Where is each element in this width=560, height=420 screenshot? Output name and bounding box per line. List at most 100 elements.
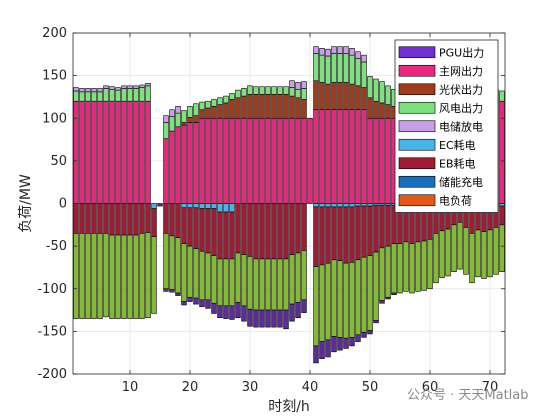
legend-label: PGU出力 [439, 45, 484, 59]
bar-segment [229, 203, 235, 213]
bar-segment [193, 122, 199, 204]
bar-segment [361, 61, 367, 88]
bar-segment [223, 258, 229, 307]
bar-segment [349, 109, 355, 204]
bar-segment [391, 292, 397, 296]
bar-segment [403, 241, 409, 292]
axes: 10 20 30 40 50 60 70 -200 -150 -100 -50 0 50 100 150 20… [37, 26, 506, 395]
bar-segment [205, 203, 211, 209]
bar-segment [499, 100, 505, 204]
bar-segment [319, 206, 325, 266]
bar-segment [349, 262, 355, 338]
bar-segment [343, 337, 349, 349]
bar-segment [157, 203, 163, 207]
bar-segment [361, 205, 367, 258]
bar-segment [235, 203, 241, 254]
bar-segment [337, 337, 343, 351]
bar-segment [91, 233, 97, 319]
bar-segment [319, 203, 325, 208]
x-tick-label: 70 [482, 380, 499, 395]
bar-segment [223, 211, 229, 260]
x-axis-label: 时刻/h [268, 399, 310, 415]
bar-segment [343, 262, 349, 339]
x-tick-label: 20 [182, 380, 199, 395]
bar-segment [367, 117, 373, 204]
bar-segment [385, 104, 391, 119]
bar-segment [337, 53, 343, 83]
bar-segment [139, 203, 145, 234]
bar-segment [271, 86, 277, 95]
legend-swatch [398, 64, 436, 77]
bar-segment [139, 87, 145, 102]
bar-segment [163, 203, 169, 234]
bar-segment [169, 203, 175, 237]
bar-segment [319, 48, 325, 56]
bar-segment [223, 305, 229, 319]
bar-segment [325, 339, 331, 358]
bar-segment [325, 203, 331, 208]
bar-segment [379, 247, 385, 301]
legend-label: 储能充电 [439, 175, 483, 189]
bar-segment [91, 91, 97, 102]
bar-segment [199, 250, 205, 301]
bar-segment [289, 303, 295, 322]
bar-segment [331, 336, 337, 353]
bar-segment [313, 53, 319, 82]
bar-segment [271, 94, 277, 119]
bar-segment [97, 100, 103, 204]
bar-segment [121, 234, 127, 319]
bar-segment [211, 117, 217, 204]
bar-segment [175, 292, 181, 296]
bar-segment [205, 100, 211, 109]
bar-segment [241, 95, 247, 119]
bar-segment [121, 85, 127, 89]
bar-segment [139, 84, 145, 88]
bar-segment [259, 203, 265, 260]
bar-segment [193, 103, 199, 116]
bar-segment [211, 302, 217, 314]
y-tick-label: 150 [42, 69, 67, 84]
x-tick-label: 40 [302, 380, 319, 395]
bar-segment [457, 221, 463, 270]
bar-segment [361, 331, 367, 338]
bar-segment [277, 117, 283, 204]
bar-segment [103, 100, 109, 204]
bar-segment [211, 208, 217, 256]
bar-segment [499, 205, 505, 226]
bar-segment [259, 309, 265, 328]
bar-segment [115, 203, 121, 236]
bar-segment [325, 55, 331, 85]
bar-segment [367, 97, 373, 119]
bar-segment [229, 93, 235, 100]
bar-segment [283, 94, 289, 119]
bar-segment [139, 100, 145, 204]
bar-segment [289, 95, 295, 119]
bar-segment [163, 233, 169, 290]
bar-segment [289, 87, 295, 97]
bar-segment [127, 234, 133, 319]
bar-segment [325, 109, 331, 204]
bar-segment [85, 91, 91, 102]
legend-label: EC耗电 [439, 139, 476, 152]
bar-segment [355, 58, 361, 87]
x-tick-label: 10 [122, 380, 139, 395]
bar-segment [187, 117, 193, 123]
bar-segment [85, 100, 91, 204]
bar-segment [235, 117, 241, 204]
bar-segment [121, 88, 127, 102]
bar-segment [181, 243, 187, 302]
bar-segment [229, 211, 235, 260]
bar-segment [169, 289, 175, 293]
bar-segment [73, 90, 79, 102]
bar-segment [343, 82, 349, 111]
bar-segment [283, 309, 289, 330]
bar-segment [175, 112, 181, 128]
bar-segment [151, 203, 157, 209]
bar-segment [217, 305, 223, 319]
bar-segment [121, 203, 127, 236]
bar-segment [163, 122, 169, 140]
legend-swatch [398, 46, 436, 59]
legend-label: 电储放电 [439, 119, 483, 133]
bar-segment [145, 85, 151, 102]
